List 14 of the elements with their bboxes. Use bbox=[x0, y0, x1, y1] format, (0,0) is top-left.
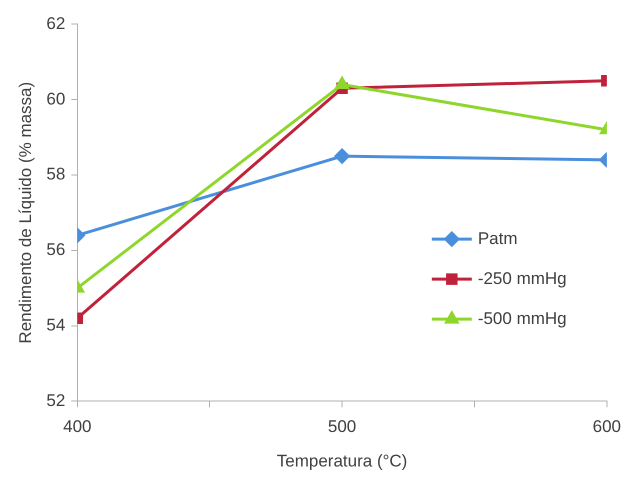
legend-label: Patm bbox=[478, 228, 518, 248]
legend-label: -250 mmHg bbox=[478, 268, 567, 288]
y-tick-label: 60 bbox=[46, 89, 66, 108]
x-tick-label: 400 bbox=[63, 417, 92, 436]
y-axis-title: Rendimento de Líquido (% massa) bbox=[16, 82, 35, 344]
x-tick-label: 600 bbox=[592, 417, 622, 436]
y-tick-label: 52 bbox=[46, 390, 66, 410]
y-tick-label: 62 bbox=[46, 14, 66, 33]
y-tick-label: 54 bbox=[46, 315, 66, 334]
legend-label: -500 mmHg bbox=[478, 308, 567, 328]
y-tick-label: 56 bbox=[46, 240, 66, 260]
x-tick-label: 500 bbox=[328, 417, 356, 436]
x-axis-title: Temperatura (°C) bbox=[276, 451, 408, 470]
y-tick-label: 58 bbox=[46, 164, 66, 184]
